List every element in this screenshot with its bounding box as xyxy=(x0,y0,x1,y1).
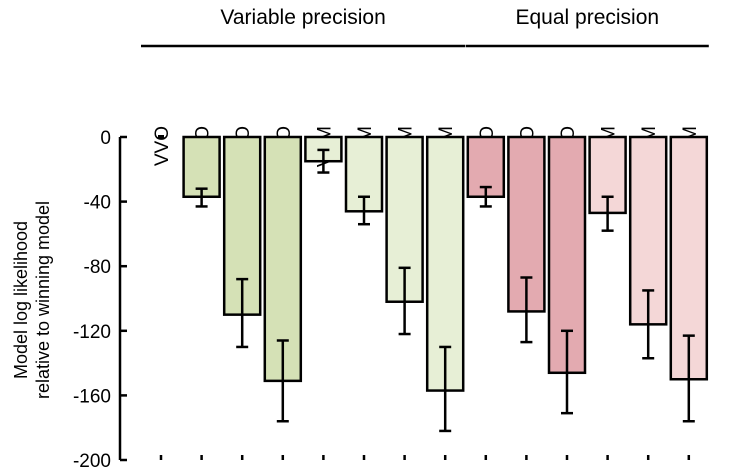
error-bar-eem xyxy=(601,195,614,232)
y-tick-label: -200 xyxy=(73,451,111,471)
y-axis-label-line2: relative to winning model xyxy=(33,201,53,399)
bar-eeo xyxy=(466,135,506,199)
bar-eam xyxy=(628,135,668,326)
error-bar-vem xyxy=(358,195,370,226)
error-bar-esm xyxy=(682,334,695,423)
y-tick-label: -160 xyxy=(73,386,111,407)
y-axis-label: Model log likelihood xyxy=(11,221,31,379)
y-tick-label: -120 xyxy=(73,322,111,343)
error-bar-eso xyxy=(561,329,573,415)
error-bar-vsm xyxy=(439,345,452,433)
y-ticks: 0 -40 -80 -120 -160 -200 xyxy=(73,128,691,471)
y-tick-label: -80 xyxy=(84,257,111,278)
group-title: Variable precision xyxy=(220,6,385,29)
bars xyxy=(158,135,709,392)
error-bar-vam xyxy=(398,266,411,336)
group-labels: Variable precision Equal precision xyxy=(141,6,709,48)
y-tick-label: 0 xyxy=(100,128,111,149)
category-label-vvo: VVO xyxy=(152,126,173,166)
error-bar-veo xyxy=(195,187,208,208)
error-bar-vvm xyxy=(317,148,330,174)
error-bars xyxy=(195,148,695,433)
y-tick-label: -40 xyxy=(84,193,111,214)
error-bar-vao xyxy=(236,277,249,349)
error-bar-eam xyxy=(642,289,655,360)
error-bar-eeo xyxy=(479,185,492,208)
error-bar-eao xyxy=(520,276,533,344)
group-title: Equal precision xyxy=(516,6,660,29)
error-bar-vso xyxy=(276,339,289,423)
